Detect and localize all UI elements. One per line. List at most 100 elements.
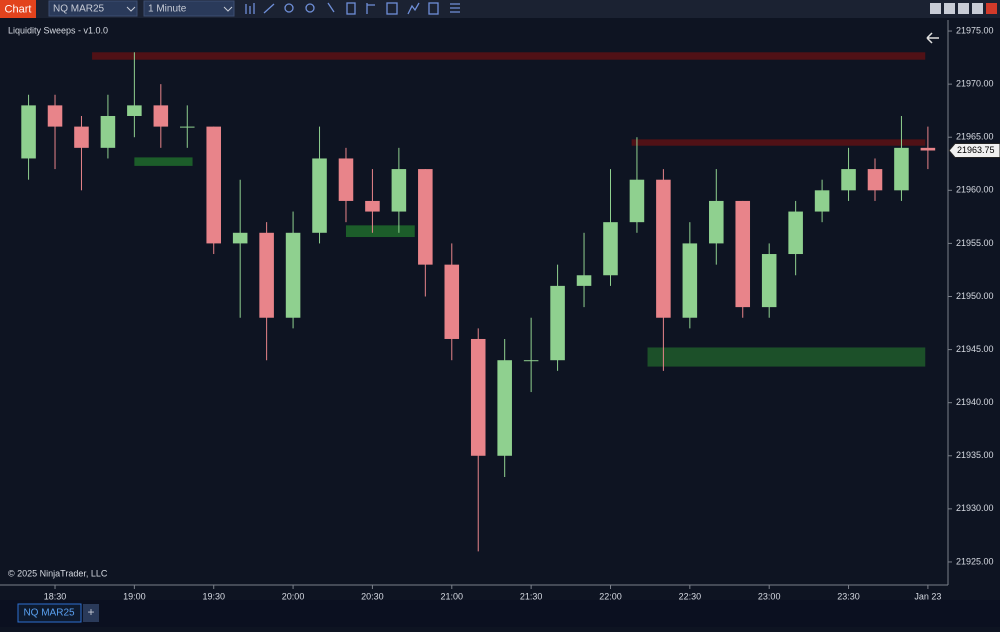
y-tick-label: 21930.00	[956, 503, 994, 513]
list-icon[interactable]	[450, 3, 460, 13]
x-tick-label: 22:30	[679, 591, 702, 601]
candle-body	[206, 126, 221, 244]
indicator-title: Liquidity Sweeps - v1.0.0	[8, 25, 108, 35]
x-tick-label: 21:00	[441, 591, 464, 601]
close-button[interactable]	[986, 3, 997, 14]
tab[interactable]	[17, 603, 82, 623]
interval-label: 1 Minute	[148, 4, 187, 15]
x-tick-label: 20:00	[282, 591, 305, 601]
y-tick-label: 21925.00	[956, 556, 994, 566]
candle-body	[285, 232, 301, 318]
candle-body	[444, 264, 460, 339]
x-tick-label: 20:30	[361, 591, 384, 601]
instrument-label: NQ MAR25	[53, 4, 105, 15]
zoom-out-icon[interactable]	[305, 3, 315, 13]
y-tick-label: 21945.00	[956, 344, 994, 354]
y-tick-label: 21965.00	[956, 132, 994, 142]
candle-body	[153, 105, 169, 127]
dropdown-arrow	[126, 6, 136, 12]
window-buttons	[930, 3, 997, 14]
candle-body	[788, 211, 803, 255]
bars-icon[interactable]	[245, 3, 255, 14]
x-tick-label: 19:00	[123, 591, 146, 601]
candle-body	[497, 360, 512, 456]
y-tick-label: 21950.00	[956, 291, 994, 301]
liquidity-zone	[134, 157, 193, 166]
interval-select[interactable]	[143, 0, 235, 17]
candle-body	[550, 285, 565, 361]
candle-body	[391, 169, 407, 212]
y-tick-label: 21940.00	[956, 397, 994, 407]
candle-body	[867, 169, 883, 191]
x-tick-label: 23:30	[837, 591, 860, 601]
candle-body	[259, 232, 274, 318]
window-button[interactable]	[930, 3, 941, 14]
candle-body	[338, 158, 354, 201]
draw-icon[interactable]	[263, 3, 275, 14]
instrument-select[interactable]	[48, 0, 138, 17]
candle-body	[576, 275, 592, 286]
y-tick-label: 21955.00	[956, 238, 994, 248]
tab-bar	[0, 600, 1000, 627]
candle-body	[21, 105, 36, 159]
strategy-icon[interactable]	[366, 3, 375, 14]
candle-body	[232, 232, 248, 244]
zoom-in-icon[interactable]	[284, 3, 294, 13]
copyright: © 2025 NinjaTrader, LLC	[8, 568, 108, 578]
window-button[interactable]	[944, 3, 955, 14]
candle-body	[470, 338, 486, 456]
y-tick-label: 21935.00	[956, 450, 994, 460]
app-label: Chart	[5, 3, 32, 15]
add-tab-button[interactable]	[83, 604, 99, 622]
y-tick-label: 21975.00	[956, 25, 994, 35]
template-icon[interactable]	[428, 2, 439, 15]
liquidity-zone	[92, 52, 926, 60]
candle-body	[735, 200, 751, 308]
liquidity-zone	[631, 139, 926, 146]
pointer-icon[interactable]	[327, 2, 335, 13]
x-tick-label: 18:30	[44, 591, 67, 601]
y-tick-label: 21970.00	[956, 79, 994, 89]
dropdown-arrow	[223, 6, 233, 12]
trend-icon[interactable]	[407, 2, 420, 15]
liquidity-zone	[345, 225, 415, 238]
tab-label: NQ MAR25	[23, 608, 75, 619]
plot-area	[0, 20, 948, 585]
x-tick-label: Jan 23	[914, 591, 941, 601]
candle-body	[682, 243, 698, 318]
candle-body	[418, 169, 433, 265]
x-tick-label: 21:30	[520, 591, 543, 601]
price-marker	[948, 142, 1000, 158]
toolbar-icons	[245, 2, 460, 15]
app-button[interactable]	[0, 0, 36, 18]
candle-body	[74, 126, 89, 148]
x-tick-label: 19:30	[202, 591, 225, 601]
candle-body	[179, 126, 195, 128]
candle-body	[656, 179, 671, 318]
plot-layer: 21925.00 21930.00 21935.00 21940.00 21945.00…	[21, 25, 994, 601]
candle-body	[312, 158, 327, 233]
candle-body	[629, 179, 645, 223]
window-button[interactable]	[958, 3, 969, 14]
candle-body	[47, 105, 63, 127]
indicator-icon[interactable]	[386, 2, 398, 15]
y-tick-label: 21960.00	[956, 185, 994, 195]
add-tab-label: +	[87, 605, 94, 619]
candle-body	[100, 115, 116, 148]
candle-body	[761, 254, 777, 308]
candle-body	[841, 169, 856, 191]
window-button[interactable]	[972, 3, 983, 14]
candle-body	[894, 147, 909, 191]
candle-body	[709, 200, 724, 244]
candle-body	[127, 105, 142, 116]
props-icon[interactable]	[346, 2, 356, 15]
candle-body	[603, 222, 618, 276]
candle-body	[920, 147, 936, 151]
back-arrow[interactable]	[926, 32, 939, 44]
price-marker-label: 21963.75	[957, 145, 995, 155]
candle-body	[523, 360, 539, 362]
candle-body	[814, 190, 830, 212]
liquidity-zone	[647, 347, 926, 367]
